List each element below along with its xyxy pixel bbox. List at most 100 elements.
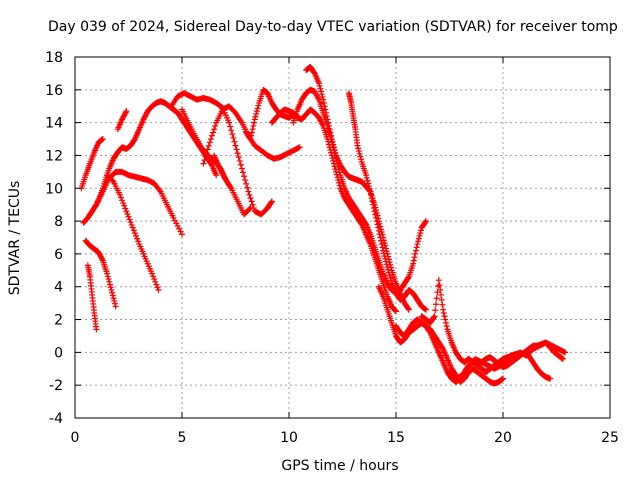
- y-tick-label: 0: [54, 345, 63, 361]
- data-point: [385, 266, 392, 273]
- data-point: [327, 133, 334, 140]
- data-point: [129, 224, 136, 231]
- data-point: [442, 319, 449, 326]
- y-tick-label: 8: [54, 214, 63, 230]
- data-point: [500, 375, 506, 382]
- data-point: [335, 166, 342, 173]
- y-tick-label: 10: [45, 181, 63, 197]
- y-tick-label: -2: [49, 378, 63, 394]
- data-point: [439, 301, 446, 308]
- data-point: [119, 197, 126, 204]
- data-point: [443, 323, 450, 330]
- grid-layer: [75, 57, 610, 418]
- data-point: [229, 131, 236, 138]
- data-point: [333, 155, 340, 162]
- data-point: [430, 314, 437, 321]
- data-point: [251, 116, 258, 123]
- data-point: [211, 126, 218, 133]
- data-point: [417, 230, 424, 237]
- y-tick-label: 6: [54, 247, 63, 263]
- data-point: [392, 307, 399, 314]
- data-point: [405, 274, 412, 281]
- data-point: [378, 241, 385, 248]
- data-point: [442, 316, 449, 323]
- y-tick-label: 18: [45, 50, 63, 66]
- data-point: [318, 88, 325, 95]
- data-point: [437, 291, 444, 298]
- data-point: [379, 244, 386, 251]
- data-point: [253, 110, 260, 117]
- data-point: [268, 199, 275, 206]
- data-point: [131, 230, 138, 237]
- data-point: [416, 232, 423, 239]
- data-point: [135, 238, 142, 245]
- plot-frame: [74, 56, 611, 419]
- x-tick-label: 20: [494, 430, 512, 446]
- data-point: [200, 160, 207, 167]
- chart-title: Day 039 of 2024, Sidereal Day-to-day VTE…: [48, 19, 618, 35]
- data-point: [230, 134, 237, 141]
- data-point: [368, 195, 375, 202]
- data-point: [413, 244, 420, 251]
- data-point: [364, 177, 371, 184]
- data-point: [415, 238, 422, 245]
- data-point: [356, 150, 363, 157]
- data-point: [249, 126, 256, 133]
- data-point: [246, 191, 253, 198]
- data-point: [562, 349, 569, 356]
- data-point: [322, 106, 329, 113]
- x-tick-label: 15: [387, 430, 405, 446]
- data-point: [315, 95, 322, 102]
- data-point: [412, 250, 419, 257]
- data-point: [366, 185, 373, 192]
- series-arc-e: [82, 237, 119, 310]
- data-point: [365, 180, 372, 187]
- data-point: [253, 108, 260, 115]
- data-point: [441, 313, 448, 320]
- data-point: [372, 211, 379, 218]
- data-point: [432, 301, 439, 308]
- data-point: [383, 261, 390, 268]
- data-point: [377, 234, 384, 241]
- series-arc-k: [211, 152, 254, 218]
- y-tick-label: 16: [45, 83, 63, 99]
- data-point: [251, 119, 258, 126]
- data-point: [116, 191, 123, 198]
- data-point: [393, 308, 399, 315]
- data-point: [150, 273, 157, 280]
- data-point: [201, 157, 208, 164]
- data-point: [244, 184, 251, 191]
- y-tick-label: 2: [54, 313, 63, 329]
- data-point: [411, 254, 418, 261]
- data-point: [207, 136, 214, 143]
- data-point: [134, 235, 141, 242]
- data-point: [328, 139, 335, 146]
- data-point: [355, 148, 362, 155]
- data-point: [373, 214, 380, 221]
- data-point: [111, 300, 118, 307]
- data-point: [208, 132, 215, 139]
- data-point: [414, 241, 421, 248]
- data-point: [296, 144, 303, 151]
- series-arc-g: [104, 172, 162, 294]
- data-point: [373, 218, 380, 225]
- data-point: [255, 102, 262, 109]
- data-point: [99, 136, 106, 143]
- data-point: [127, 219, 134, 226]
- data-point: [438, 296, 445, 303]
- data-point: [112, 303, 119, 310]
- data-points-layer: [78, 63, 569, 387]
- data-point: [152, 278, 159, 285]
- data-point: [246, 206, 253, 213]
- data-point: [122, 109, 129, 116]
- data-point: [380, 250, 387, 257]
- data-point: [248, 132, 255, 139]
- data-point: [228, 127, 235, 134]
- data-point: [241, 173, 248, 180]
- data-point: [239, 169, 246, 176]
- data-point: [325, 125, 332, 132]
- data-point: [374, 221, 381, 228]
- data-point: [154, 284, 161, 291]
- data-point: [123, 108, 130, 115]
- data-point: [243, 180, 250, 187]
